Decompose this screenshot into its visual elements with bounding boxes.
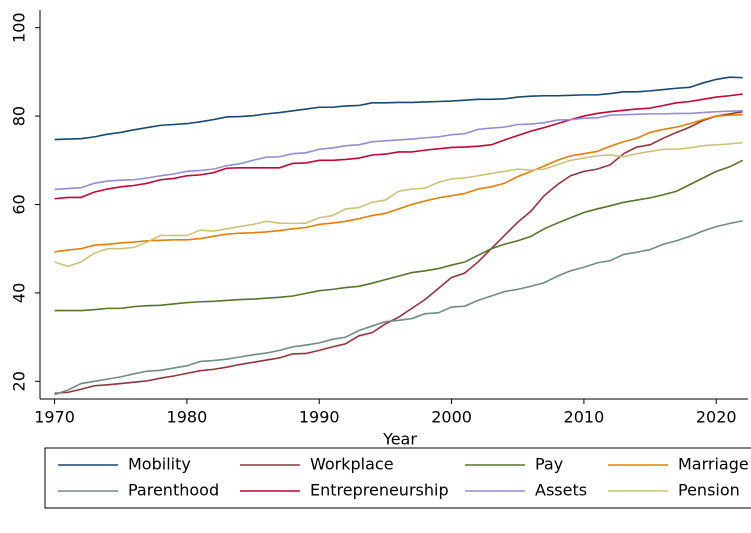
x-tick-label: 1980	[167, 408, 208, 427]
legend-label: Pension	[678, 481, 740, 500]
legend-label: Workplace	[310, 455, 394, 474]
legend-label: Assets	[535, 481, 587, 500]
x-tick-label: 1990	[299, 408, 340, 427]
y-tick-label: 100	[10, 12, 29, 43]
y-tick-label: 20	[10, 371, 29, 391]
legend-label: Marriage	[678, 455, 749, 474]
legend-label: Mobility	[128, 455, 191, 474]
line-series	[54, 93, 743, 200]
legend-box	[44, 447, 751, 509]
x-tick-label: 2000	[431, 408, 472, 427]
legend-label: Pay	[535, 455, 563, 474]
line-series	[54, 109, 743, 191]
legend-label: Parenthood	[128, 481, 219, 500]
line-series	[54, 113, 743, 253]
line-series	[54, 76, 743, 141]
y-tick-label: 80	[10, 106, 29, 126]
y-tick-label: 40	[10, 283, 29, 303]
legend-label: Entrepreneurship	[310, 481, 449, 500]
x-tick-label: 2020	[696, 408, 737, 427]
legend: Mobility Workplace Pay Marriage Parenthood En…	[44, 447, 751, 509]
line-series	[54, 141, 743, 268]
x-tick-label: 2010	[564, 408, 605, 427]
line-series	[54, 159, 744, 312]
line-series	[54, 220, 743, 396]
line-series	[54, 110, 743, 395]
x-tick-label: 1970	[34, 408, 75, 427]
y-tick-label: 60	[10, 194, 29, 214]
x-axis-label: Year	[382, 430, 417, 449]
